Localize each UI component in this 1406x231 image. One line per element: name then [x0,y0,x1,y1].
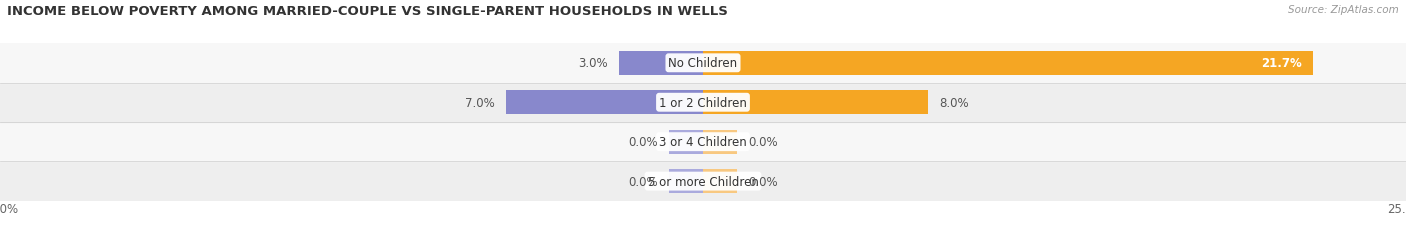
Bar [703,170,737,193]
Text: Source: ZipAtlas.com: Source: ZipAtlas.com [1288,5,1399,15]
Bar [619,52,703,75]
Text: 21.7%: 21.7% [1261,57,1302,70]
Bar [703,52,1313,75]
Text: 0.0%: 0.0% [748,175,778,188]
Text: INCOME BELOW POVERTY AMONG MARRIED-COUPLE VS SINGLE-PARENT HOUSEHOLDS IN WELLS: INCOME BELOW POVERTY AMONG MARRIED-COUPL… [7,5,728,18]
Text: 1 or 2 Children: 1 or 2 Children [659,96,747,109]
Text: 8.0%: 8.0% [939,96,969,109]
Text: 0.0%: 0.0% [748,136,778,149]
Bar [703,91,928,115]
Text: 0.0%: 0.0% [628,136,658,149]
Text: 5 or more Children: 5 or more Children [648,175,758,188]
Text: 7.0%: 7.0% [465,96,495,109]
Bar [703,130,737,154]
Text: No Children: No Children [668,57,738,70]
Bar [0,122,1406,162]
Bar [0,162,1406,201]
Text: 3.0%: 3.0% [578,57,607,70]
Bar [669,170,703,193]
Bar [669,130,703,154]
Bar [506,91,703,115]
Bar [0,83,1406,122]
Text: 0.0%: 0.0% [628,175,658,188]
Bar [0,44,1406,83]
Text: 3 or 4 Children: 3 or 4 Children [659,136,747,149]
